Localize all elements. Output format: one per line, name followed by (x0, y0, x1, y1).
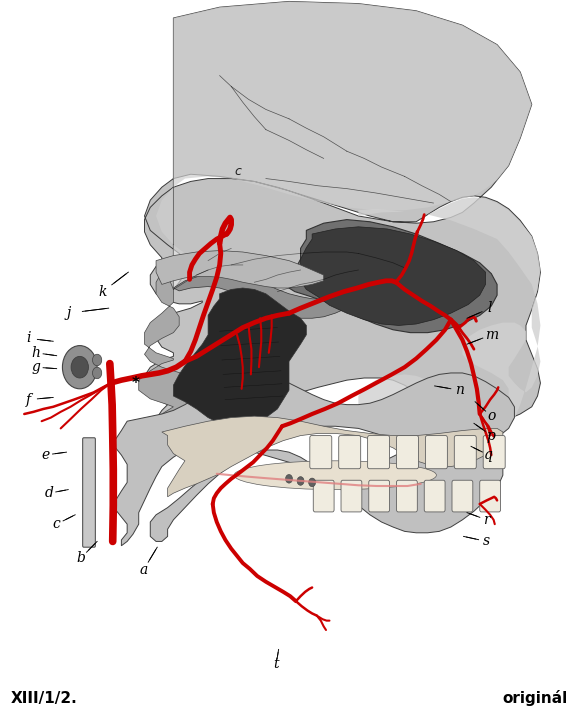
Circle shape (92, 354, 102, 366)
FancyBboxPatch shape (310, 436, 332, 469)
Circle shape (92, 367, 102, 379)
Polygon shape (358, 197, 540, 452)
Text: a: a (139, 563, 147, 577)
Text: s: s (483, 534, 490, 549)
Polygon shape (173, 288, 306, 426)
Text: c: c (235, 165, 242, 178)
Polygon shape (173, 272, 358, 318)
Text: p: p (487, 428, 496, 443)
FancyBboxPatch shape (368, 436, 390, 469)
Text: n: n (455, 383, 464, 397)
Text: d: d (45, 486, 54, 500)
Text: h: h (31, 346, 40, 360)
Polygon shape (289, 220, 497, 333)
Text: XIII/1/2.: XIII/1/2. (10, 691, 77, 706)
Text: t: t (273, 657, 279, 671)
FancyBboxPatch shape (341, 480, 362, 512)
Text: e: e (41, 448, 49, 462)
Polygon shape (162, 416, 503, 497)
FancyBboxPatch shape (369, 480, 390, 512)
Polygon shape (116, 373, 514, 546)
FancyBboxPatch shape (424, 480, 445, 512)
Text: f: f (27, 392, 31, 407)
Text: originál: originál (502, 690, 568, 706)
FancyBboxPatch shape (480, 480, 501, 512)
Polygon shape (156, 1, 532, 289)
Polygon shape (144, 1, 540, 448)
FancyBboxPatch shape (339, 436, 361, 469)
Text: j: j (66, 306, 71, 320)
Ellipse shape (234, 461, 436, 490)
Text: *: * (132, 376, 140, 390)
FancyBboxPatch shape (83, 438, 95, 547)
Text: b: b (76, 551, 86, 565)
FancyBboxPatch shape (313, 480, 334, 512)
Text: l: l (488, 301, 492, 315)
FancyBboxPatch shape (454, 436, 476, 469)
Polygon shape (139, 261, 266, 448)
Text: o: o (487, 409, 495, 423)
FancyBboxPatch shape (397, 436, 418, 469)
Text: m: m (485, 328, 498, 342)
Text: c: c (53, 517, 61, 531)
Circle shape (309, 478, 316, 487)
Text: r: r (483, 513, 490, 527)
FancyBboxPatch shape (425, 436, 447, 469)
Circle shape (71, 356, 88, 378)
FancyBboxPatch shape (397, 480, 417, 512)
FancyBboxPatch shape (452, 480, 473, 512)
Circle shape (62, 346, 97, 389)
Text: i: i (27, 331, 31, 346)
Polygon shape (156, 251, 324, 288)
Text: g: g (31, 360, 40, 374)
Text: q: q (484, 448, 493, 462)
Text: k: k (99, 284, 107, 299)
FancyBboxPatch shape (483, 436, 505, 469)
Polygon shape (301, 227, 486, 325)
Circle shape (286, 474, 292, 483)
Circle shape (297, 477, 304, 485)
